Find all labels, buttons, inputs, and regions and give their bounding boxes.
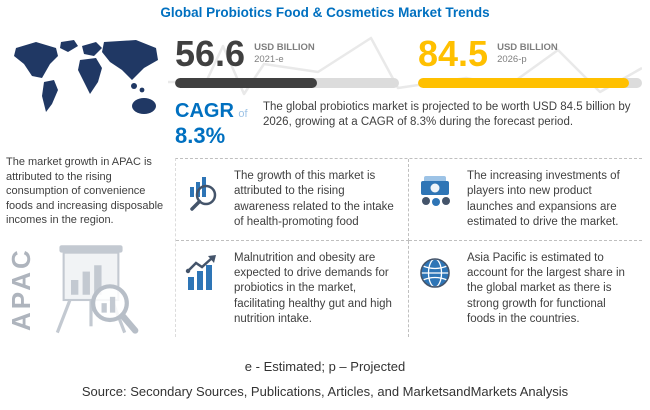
value-2021: 56.6 <box>175 33 246 74</box>
cagr-row: CAGR of 8.3% The global probiotics marke… <box>175 100 642 148</box>
year-label: 2026-p <box>497 54 527 66</box>
source-line: Source: Secondary Sources, Publications,… <box>81 384 569 399</box>
apac-note-text: The market growth in APAC is attributed … <box>6 156 164 227</box>
driver-text: The growth of this market is attributed … <box>234 170 394 228</box>
bar-fill-2021 <box>175 78 317 88</box>
driver-apac-share: Asia Pacific is estimated to account for… <box>409 241 642 337</box>
cagr-value: 8.3% <box>175 123 226 148</box>
value-2026: 84.5 <box>418 33 489 74</box>
bar-track-2021 <box>175 78 399 88</box>
legend-footnote: e - Estimated; p – Projected <box>244 359 406 374</box>
driver-investments: The increasing investments of players in… <box>409 159 642 241</box>
main-content: 56.6 USD BILLION 2021-e 84.5 USD BILLION… <box>175 36 642 337</box>
growth-chart-icon <box>182 251 228 327</box>
world-map <box>14 40 158 114</box>
driver-text: The increasing investments of players in… <box>467 170 620 228</box>
left-panel: The market growth in APAC is attributed … <box>6 34 168 340</box>
stats-row: 56.6 USD BILLION 2021-e 84.5 USD BILLION… <box>175 36 642 88</box>
stat-2026: 84.5 USD BILLION 2026-p <box>418 36 642 88</box>
driver-nutrition: Malnutrition and obesity are expected to… <box>176 240 409 337</box>
unit-label: USD BILLION <box>497 42 558 53</box>
flipchart-magnifier-illustration <box>55 244 139 334</box>
driver-text: Asia Pacific is estimated to account for… <box>467 251 625 325</box>
driver-awareness: The growth of this market is attributed … <box>176 159 409 241</box>
driver-text: Malnutrition and obesity are expected to… <box>234 251 392 325</box>
investment-icon <box>415 169 461 230</box>
unit-2026: USD BILLION 2026-p <box>497 42 558 67</box>
year-label: 2021-e <box>254 54 284 66</box>
cagr-block: CAGR of 8.3% <box>175 100 253 148</box>
apac-label: APAC <box>6 246 36 331</box>
page-title: Global Probiotics Food & Cosmetics Marke… <box>160 5 490 20</box>
globe-icon <box>415 251 461 327</box>
apac-illustration-row: APAC <box>6 238 168 340</box>
drivers-grid: The growth of this market is attributed … <box>175 158 642 337</box>
unit-2021: USD BILLION 2021-e <box>254 42 315 67</box>
pulse-line-decoration <box>168 36 642 96</box>
market-research-icon <box>182 169 228 230</box>
bar-fill-2026 <box>418 78 630 88</box>
stat-2021: 56.6 USD BILLION 2021-e <box>175 36 399 88</box>
cagr-of-word: of <box>238 108 248 120</box>
unit-label: USD BILLION <box>254 42 315 53</box>
bar-track-2026 <box>418 78 642 88</box>
cagr-label: CAGR <box>175 100 234 122</box>
market-summary-text: The global probiotics market is projecte… <box>263 101 631 129</box>
